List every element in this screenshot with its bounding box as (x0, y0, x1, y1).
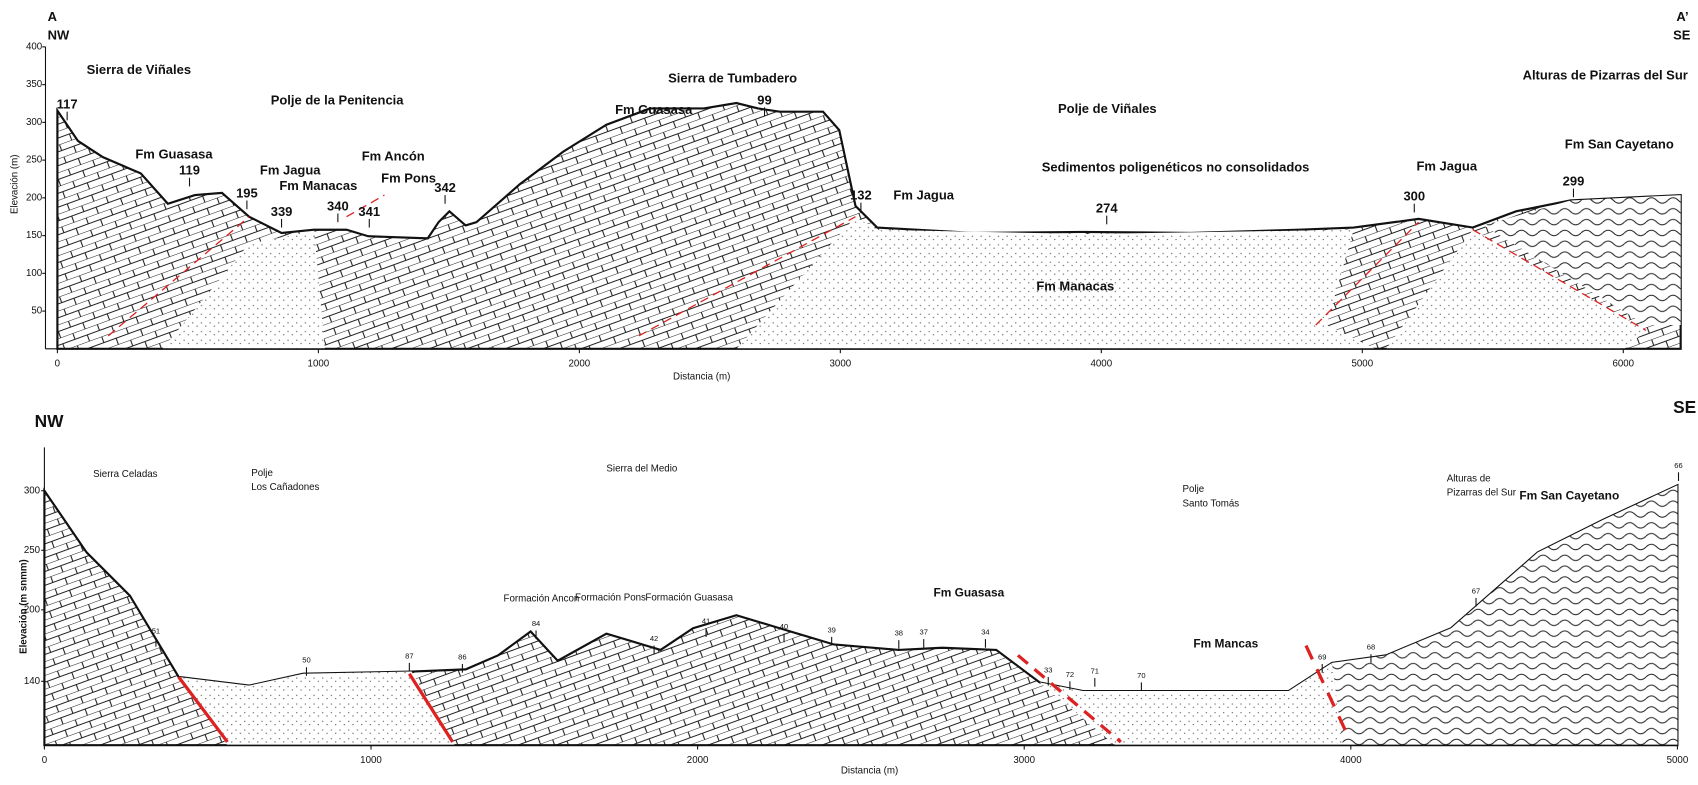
y-tick-label: 200 (26, 192, 43, 203)
y-axis-title: Elevación (m) (10, 154, 21, 214)
x-tick-label: 2000 (687, 755, 709, 766)
region-label: Fm Jagua (893, 188, 954, 203)
region-label: Fm Manacas (1036, 279, 1114, 294)
region-label: Formación Ancon (504, 594, 580, 605)
region-label: Polje (251, 468, 273, 479)
y-tick-label: 140 (24, 676, 41, 687)
region-label: Fm Manacas (279, 178, 357, 193)
point-number: 66 (1674, 461, 1682, 470)
x-tick-label: 1000 (308, 359, 330, 370)
y-tick-label: 300 (26, 117, 43, 128)
point-number: 33 (1044, 665, 1052, 674)
cross-sections: A NW A’ SE Sierra de Viñales Polje de la Peni… (0, 0, 1698, 780)
y-tick-label: 50 (31, 306, 42, 317)
shale-folds (1332, 485, 1677, 745)
point-number: 51 (152, 626, 160, 635)
y-tick-label: 100 (26, 268, 43, 279)
region-label: Fm Guasasa (135, 146, 213, 161)
y-tick-label: 300 (24, 485, 41, 496)
x-tick-label: 5000 (1667, 755, 1689, 766)
point-number: 38 (895, 629, 903, 638)
region-label: Fm San Cayetano (1565, 137, 1674, 152)
y-tick-label: 250 (24, 545, 41, 556)
point-number: 70 (1137, 671, 1145, 680)
y-tick-label: 250 (26, 155, 43, 166)
region-label: Sierra de Tumbadero (668, 71, 797, 86)
y-axis-title: Elevación (m snmm) (18, 559, 29, 654)
point-number: 341 (358, 204, 380, 219)
point-number: 339 (271, 204, 293, 219)
region-label: Alturas de Pizarras del Sur (1523, 67, 1688, 82)
point-number: 72 (1066, 670, 1074, 679)
region-label: Los Cañadones (251, 482, 319, 493)
region-label: Pizarras del Sur (1447, 487, 1517, 498)
x-tick-label: 1000 (360, 755, 382, 766)
region-label: Sierra del Medio (606, 464, 677, 475)
point-number: 117 (57, 97, 78, 112)
region-label: Sierra Celadas (93, 469, 158, 480)
region-label: SE (1673, 27, 1691, 42)
point-number: 274 (1096, 201, 1118, 216)
point-number: 195 (236, 185, 258, 200)
point-number: 39 (827, 625, 835, 634)
y-tick-label: 150 (26, 230, 43, 241)
point-number: 67 (1472, 586, 1480, 595)
x-tick-label: 2000 (569, 359, 591, 370)
point-number: 41 (702, 617, 710, 626)
region-label: SE (1673, 397, 1696, 417)
region-label: Fm Ancón (362, 149, 425, 164)
x-axis-title: Distancia (m) (673, 372, 730, 383)
region-label: Fm Jagua (260, 163, 321, 178)
region-label: A (48, 9, 58, 24)
region-label: Fm Pons (381, 170, 436, 185)
y-tick-label: 400 (26, 41, 43, 52)
region-label: NW (35, 411, 65, 431)
point-number: 340 (327, 198, 349, 213)
x-tick-label: 4000 (1340, 755, 1362, 766)
point-number: 132 (850, 188, 872, 203)
region-label: Polje (1183, 484, 1205, 495)
region-label: Sedimentos poligenéticos no consolidados (1042, 159, 1310, 174)
point-number: 99 (757, 92, 771, 107)
region-label: Fm Guasasa (933, 586, 1004, 600)
x-tick-label: 0 (55, 359, 61, 370)
point-number: 34 (981, 628, 989, 637)
point-number: 87 (405, 651, 413, 660)
x-axis-title: Distancia (m) (841, 766, 898, 777)
region-label: Formación Guasasa (645, 592, 733, 603)
point-number: 299 (1563, 174, 1585, 189)
point-number: 42 (650, 634, 658, 643)
x-tick-label: 3000 (1013, 755, 1035, 766)
region-label: Polje de Viñales (1058, 101, 1157, 116)
x-tick-label: 0 (42, 755, 48, 766)
point-number: 300 (1403, 189, 1425, 204)
point-number: 68 (1367, 643, 1375, 652)
x-tick-label: 5000 (1351, 359, 1373, 370)
region-label: Sierra de Viñales (87, 62, 191, 77)
region-label: Fm Guasasa (615, 102, 693, 117)
point-number: 71 (1091, 667, 1099, 676)
region-label: NW (48, 27, 70, 42)
point-number: 342 (434, 180, 456, 195)
region-label: A’ (1676, 9, 1688, 24)
point-number: 69 (1318, 652, 1326, 661)
point-number: 37 (920, 628, 928, 637)
point-number: 86 (458, 652, 466, 661)
region-label: Formación Pons (575, 592, 646, 603)
point-number: 50 (302, 656, 310, 665)
region-label: Polje de la Penitencia (271, 92, 405, 107)
point-number: 40 (780, 622, 788, 631)
region-label: Fm Mancas (1193, 637, 1258, 651)
region-label: Fm San Cayetano (1519, 488, 1619, 502)
point-number: 119 (179, 163, 200, 178)
region-label: Fm Jagua (1416, 158, 1477, 173)
region-label: Alturas de (1447, 473, 1491, 484)
region-label: Santo Tomás (1183, 498, 1240, 509)
x-tick-label: 3000 (830, 359, 852, 370)
x-tick-label: 4000 (1090, 359, 1112, 370)
x-tick-label: 6000 (1612, 359, 1634, 370)
y-tick-label: 350 (26, 79, 43, 90)
point-number: 84 (532, 619, 540, 628)
